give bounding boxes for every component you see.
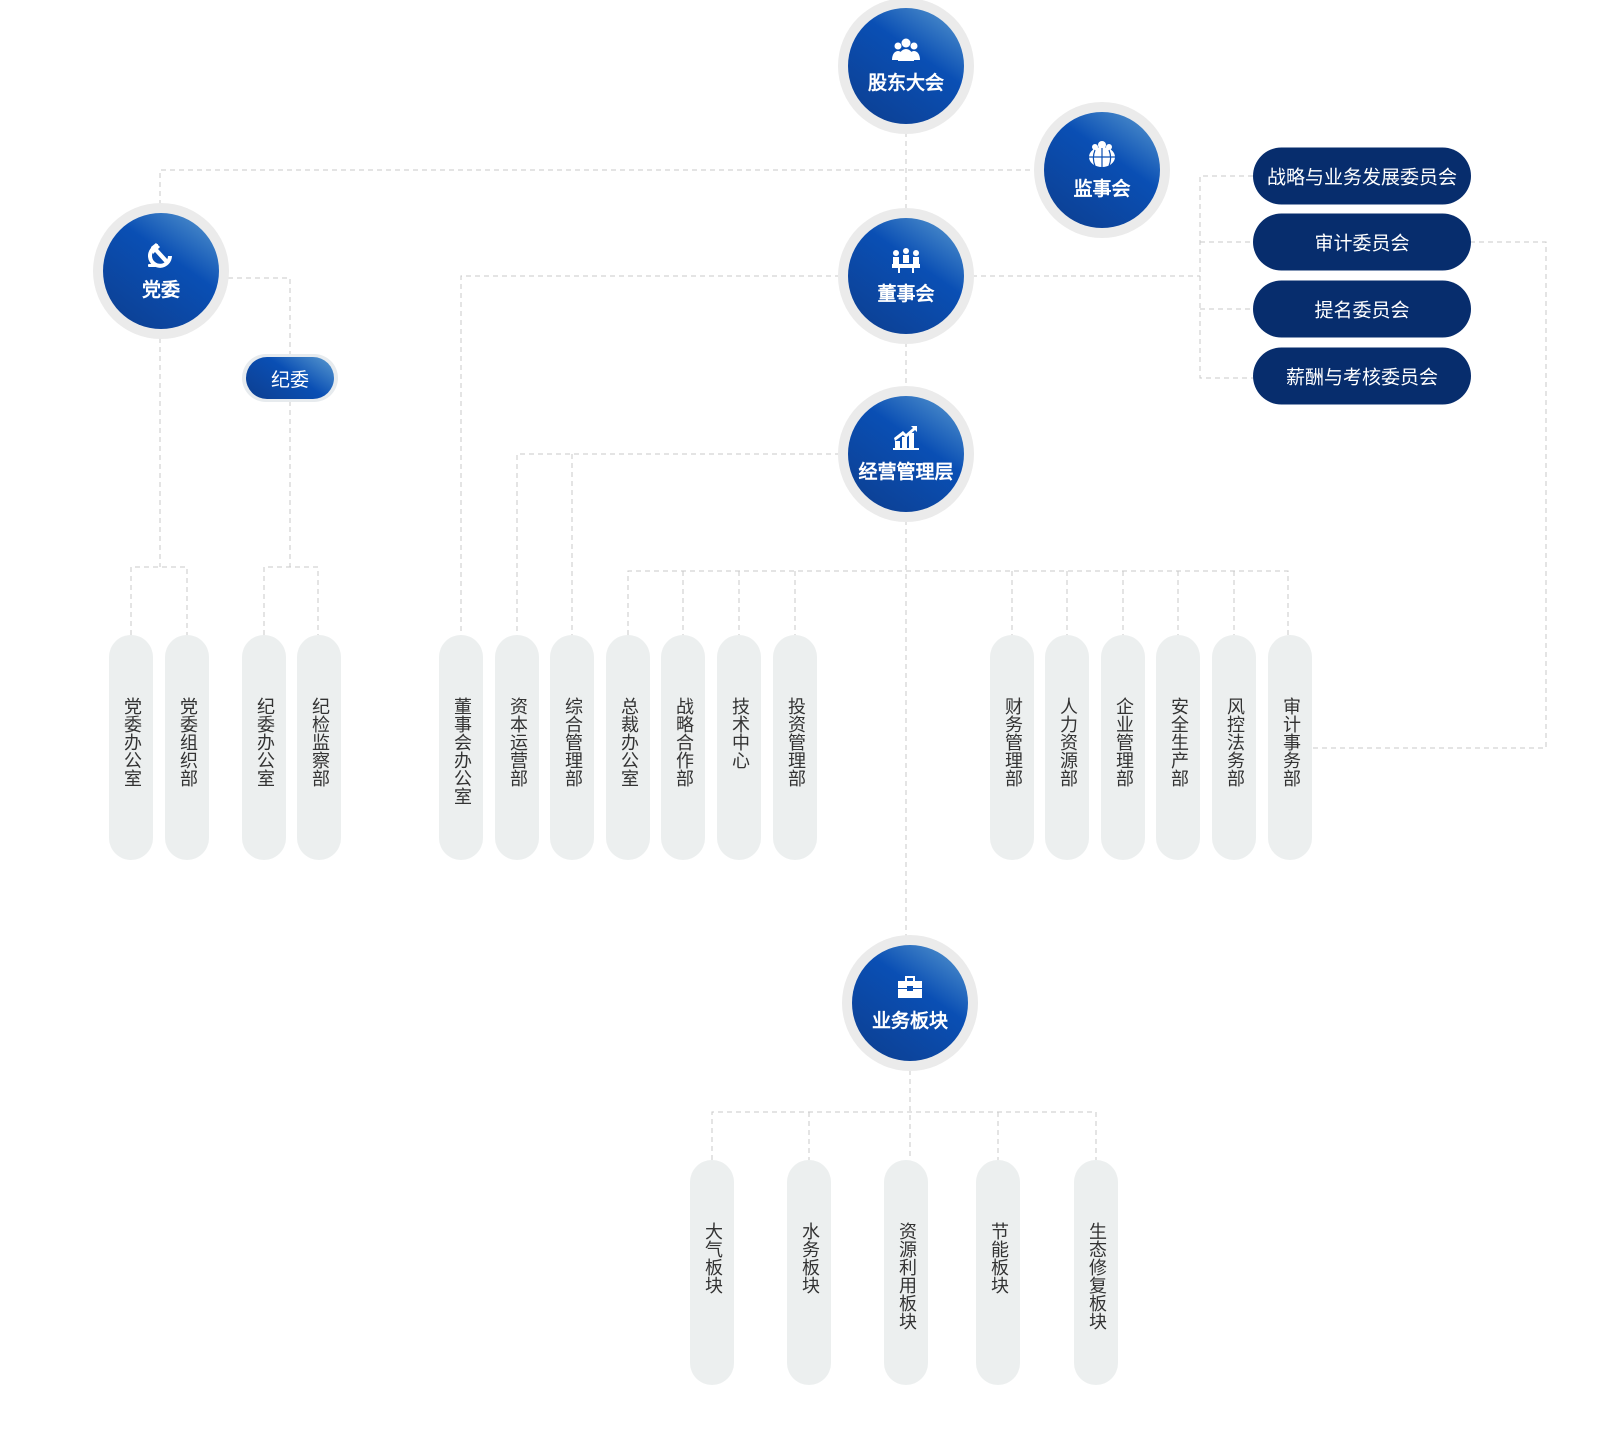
department-item[interactable]: 风控法务部 [1212, 635, 1256, 860]
business-unit-item[interactable]: 节能板块 [976, 1160, 1020, 1385]
department-item[interactable]: 财务管理部 [990, 635, 1034, 860]
department-item[interactable]: 纪委办公室 [242, 635, 286, 860]
node-label: 监事会 [1073, 177, 1131, 200]
department-item[interactable]: 党委办公室 [109, 635, 153, 860]
briefcase-icon [898, 975, 922, 998]
node-label: 业务板块 [871, 1009, 948, 1032]
node-shareholders[interactable]: 股东大会 [838, 0, 974, 134]
department-label: 企业管理部 [1113, 697, 1134, 787]
department-label: 审计事务部 [1280, 697, 1301, 787]
committee-item[interactable]: 提名委员会 [1253, 280, 1471, 338]
department-label: 纪委办公室 [254, 697, 275, 787]
department-item[interactable]: 总裁办公室 [606, 635, 650, 860]
node-business[interactable]: 业务板块 [842, 935, 978, 1071]
department-label: 资源利用板块 [896, 1222, 917, 1330]
department-label: 风控法务部 [1224, 697, 1245, 787]
business-unit-item[interactable]: 水务板块 [787, 1160, 831, 1385]
committee-item[interactable]: 薪酬与考核委员会 [1253, 347, 1471, 405]
department-label: 技术中心 [729, 697, 750, 769]
department-label: 人力资源部 [1057, 697, 1078, 787]
connector-line [1311, 241, 1547, 749]
business-unit-item[interactable]: 生态修复板块 [1074, 1160, 1118, 1385]
people-group-icon [892, 38, 920, 61]
node-board[interactable]: 董事会 [838, 208, 974, 344]
department-label: 安全生产部 [1168, 697, 1189, 787]
node-management[interactable]: 经营管理层 [838, 386, 974, 522]
department-item[interactable]: 企业管理部 [1101, 635, 1145, 860]
department-item[interactable]: 资本运营部 [495, 635, 539, 860]
department-item[interactable]: 党委组织部 [165, 635, 209, 860]
department-label: 战略合作部 [673, 697, 694, 787]
connector-line [460, 275, 840, 635]
department-item[interactable]: 人力资源部 [1045, 635, 1089, 860]
node-discipline[interactable]: 纪委 [242, 354, 338, 402]
hammer-sickle-icon [148, 242, 172, 268]
node-label: 党委 [141, 278, 180, 301]
connector-line [263, 566, 319, 635]
department-item[interactable]: 技术中心 [717, 635, 761, 860]
department-label: 投资管理部 [785, 697, 806, 787]
connector-line [130, 566, 188, 635]
node-label: 股东大会 [867, 71, 944, 94]
node-label: 纪委 [246, 357, 334, 399]
department-item[interactable]: 审计事务部 [1268, 635, 1312, 860]
department-item[interactable]: 战略合作部 [661, 635, 705, 860]
department-label: 节能板块 [988, 1222, 1009, 1294]
connector-line [516, 453, 840, 635]
connector-line [228, 277, 291, 355]
department-label: 资本运营部 [507, 697, 528, 787]
node-label: 经营管理层 [858, 460, 954, 483]
department-item[interactable]: 安全生产部 [1156, 635, 1200, 860]
node-label: 董事会 [877, 282, 935, 305]
department-label: 大气板块 [702, 1222, 723, 1294]
committee-item[interactable]: 战略与业务发展委员会 [1253, 147, 1471, 205]
department-label: 纪检监察部 [309, 697, 330, 787]
department-label: 党委办公室 [121, 697, 142, 787]
department-label: 党委组织部 [177, 697, 198, 787]
connector-line [1199, 175, 1253, 379]
business-unit-item[interactable]: 资源利用板块 [884, 1160, 928, 1385]
department-label: 董事会办公室 [451, 697, 472, 805]
node-supervisors[interactable]: 监事会 [1034, 102, 1170, 238]
department-item[interactable]: 董事会办公室 [439, 635, 483, 860]
business-unit-item[interactable]: 大气板块 [690, 1160, 734, 1385]
connector-line [627, 570, 1289, 635]
meeting-icon [892, 247, 920, 273]
connector-line [159, 169, 1040, 205]
department-label: 总裁办公室 [618, 697, 639, 787]
department-label: 财务管理部 [1002, 697, 1023, 787]
department-label: 生态修复板块 [1086, 1222, 1107, 1330]
department-label: 综合管理部 [562, 697, 583, 787]
node-party[interactable]: 党委 [93, 203, 229, 339]
bar-chart-growth-icon [893, 425, 919, 450]
committee-item[interactable]: 审计委员会 [1253, 213, 1471, 271]
department-label: 水务板块 [799, 1222, 820, 1294]
people-globe-icon [1089, 140, 1115, 167]
department-item[interactable]: 投资管理部 [773, 635, 817, 860]
department-item[interactable]: 综合管理部 [550, 635, 594, 860]
connector-line [711, 1111, 1097, 1160]
department-item[interactable]: 纪检监察部 [297, 635, 341, 860]
